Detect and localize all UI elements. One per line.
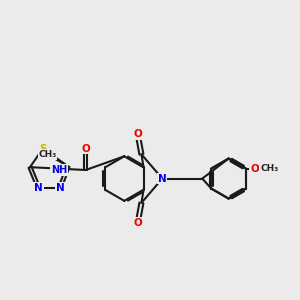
Text: O: O — [81, 144, 90, 154]
Text: O: O — [250, 164, 259, 174]
Text: O: O — [133, 218, 142, 228]
Text: N: N — [158, 174, 167, 184]
Text: CH₃: CH₃ — [38, 150, 57, 159]
Text: N: N — [34, 183, 43, 193]
Text: O: O — [133, 129, 142, 139]
Text: N: N — [56, 183, 64, 193]
Text: NH: NH — [51, 165, 68, 175]
Text: CH₃: CH₃ — [260, 164, 278, 173]
Text: S: S — [39, 144, 46, 154]
